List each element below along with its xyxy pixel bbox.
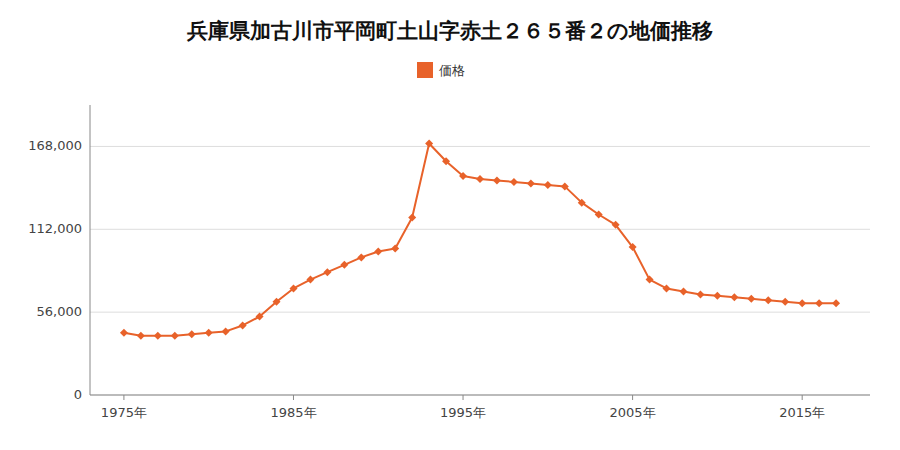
marker	[815, 299, 823, 307]
marker	[510, 178, 518, 186]
x-tick-label: 2005年	[610, 405, 656, 420]
marker	[679, 287, 687, 295]
grid-line	[90, 395, 870, 396]
x-tick	[802, 395, 803, 400]
marker	[493, 176, 501, 184]
marker	[273, 298, 281, 306]
marker	[171, 332, 179, 340]
marker	[154, 332, 162, 340]
legend-swatch	[417, 62, 433, 78]
marker	[764, 296, 772, 304]
y-tick-label: 168,000	[28, 138, 82, 153]
marker	[222, 327, 230, 335]
x-tick	[463, 395, 464, 400]
marker	[595, 210, 603, 218]
legend-label: 価格	[439, 63, 465, 78]
x-tick	[632, 395, 633, 400]
marker	[323, 268, 331, 276]
marker	[391, 245, 399, 253]
y-axis-line	[90, 105, 91, 395]
marker	[374, 247, 382, 255]
legend: 価格	[417, 62, 465, 78]
marker	[663, 284, 671, 292]
marker	[730, 293, 738, 301]
grid-line	[90, 229, 870, 230]
marker	[459, 172, 467, 180]
grid-line	[90, 146, 870, 147]
marker	[544, 181, 552, 189]
marker	[357, 253, 365, 261]
x-tick-label: 1985年	[270, 405, 316, 420]
chart: 兵庫県加古川市平岡町土山字赤土２６５番２の地価推移 0 56,000 112,000 1…	[0, 0, 900, 450]
x-axis-line	[90, 395, 870, 396]
marker	[781, 298, 789, 306]
y-axis: 0 56,000 112,000 168,000	[28, 138, 870, 402]
marker	[120, 329, 128, 337]
marker	[696, 290, 704, 298]
marker	[306, 276, 314, 284]
marker	[747, 295, 755, 303]
x-tick-label: 1975年	[101, 405, 147, 420]
marker	[408, 213, 416, 221]
marker	[425, 139, 433, 147]
line	[124, 143, 836, 335]
x-tick	[293, 395, 294, 400]
marker	[798, 299, 806, 307]
marker	[713, 292, 721, 300]
x-tick	[123, 395, 124, 400]
marker	[188, 330, 196, 338]
x-axis: 1975年 1985年 1995年 2005年 2015年	[101, 395, 825, 420]
marker	[205, 329, 213, 337]
marker	[612, 221, 620, 229]
marker	[832, 299, 840, 307]
y-tick-label: 56,000	[37, 304, 83, 319]
x-tick-label: 1995年	[440, 405, 486, 420]
marker	[629, 243, 637, 251]
marker	[137, 332, 145, 340]
title: 兵庫県加古川市平岡町土山字赤土２６５番２の地価推移	[186, 19, 713, 43]
marker	[646, 276, 654, 284]
grid-line	[90, 312, 870, 313]
marker	[256, 313, 264, 321]
marker	[289, 284, 297, 292]
y-tick-label: 112,000	[28, 221, 82, 236]
y-tick-label: 0	[74, 387, 82, 402]
plot-area	[120, 139, 840, 339]
marker	[239, 321, 247, 329]
marker	[561, 182, 569, 190]
marker	[476, 175, 484, 183]
marker	[578, 199, 586, 207]
marker	[442, 157, 450, 165]
marker	[527, 179, 535, 187]
x-tick-label: 2015年	[779, 405, 825, 420]
marker	[340, 261, 348, 269]
